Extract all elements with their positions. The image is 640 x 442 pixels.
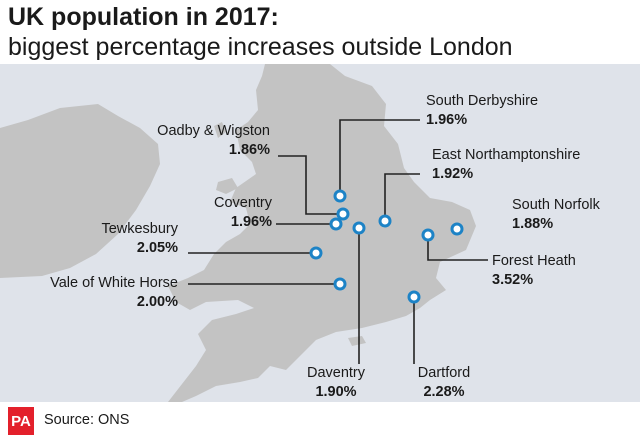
place-value: 3.52% xyxy=(492,272,534,288)
place-name: Oadby & Wigston xyxy=(157,123,270,139)
place-value: 1.86% xyxy=(228,142,270,158)
place-value: 1.90% xyxy=(315,384,357,400)
uk-map xyxy=(0,64,488,402)
source-note: Source: ONS xyxy=(44,412,130,428)
place-value: 2.05% xyxy=(136,240,178,256)
title-block: UK population in 2017: biggest percentag… xyxy=(8,2,513,62)
label-coventry: Coventry 1.96% xyxy=(214,194,272,232)
footer: PA Source: ONS xyxy=(0,402,640,442)
place-value: 1.96% xyxy=(426,112,468,128)
great-britain-land xyxy=(168,64,476,402)
place-name: South Derbyshire xyxy=(426,93,539,109)
label-vale-white-horse: Vale of White Horse 2.00% xyxy=(50,274,178,312)
marker-south-norfolk xyxy=(450,222,464,236)
markers xyxy=(309,189,464,304)
place-name: Tewkesbury xyxy=(101,221,178,237)
leader-oadby-wigston xyxy=(278,155,343,215)
place-value: 1.96% xyxy=(230,214,272,230)
marker-tewkesbury xyxy=(309,246,323,260)
leader-lines xyxy=(188,119,488,364)
place-name: Forest Heath xyxy=(492,253,576,269)
map-title: UK population in 2017: xyxy=(8,3,279,31)
isle-of-man-land xyxy=(214,122,226,138)
place-value: 1.88% xyxy=(512,216,554,232)
marker-dartford xyxy=(407,290,421,304)
label-south-norfolk: South Norfolk 1.88% xyxy=(512,196,600,234)
marker-daventry xyxy=(352,221,366,235)
leader-east-northamptonshire xyxy=(384,173,420,221)
ireland-land xyxy=(0,104,160,278)
place-name: South Norfolk xyxy=(512,197,600,213)
label-tewkesbury: Tewkesbury 2.05% xyxy=(101,220,178,258)
place-name: Daventry xyxy=(306,365,366,381)
place-name: East Northamptonshire xyxy=(432,147,581,163)
leader-south-derbyshire xyxy=(339,119,420,196)
label-dartford: Dartford 2.28% xyxy=(404,364,484,402)
marker-coventry xyxy=(329,217,343,231)
isle-of-wight-land xyxy=(348,336,366,346)
label-east-northamptonshire: East Northamptonshire 1.92% xyxy=(432,146,580,184)
label-oadby-wigston: Oadby & Wigston 1.86% xyxy=(157,122,270,160)
map-subtitle: biggest percentage increases outside Lon… xyxy=(8,33,513,61)
place-value: 2.28% xyxy=(423,384,465,400)
label-daventry: Daventry 1.90% xyxy=(296,364,376,402)
marker-south-derbyshire xyxy=(333,189,347,203)
marker-east-northamptonshire xyxy=(378,214,392,228)
marker-vale-white-horse xyxy=(333,277,347,291)
label-forest-heath: Forest Heath 3.52% xyxy=(492,252,576,290)
pa-logo: PA xyxy=(8,407,34,435)
marker-oadby-wigston xyxy=(336,207,350,221)
place-value: 1.92% xyxy=(432,166,474,182)
place-name: Vale of White Horse xyxy=(50,275,178,291)
marker-forest-heath xyxy=(421,228,435,242)
anglesey-land xyxy=(216,178,238,194)
label-south-derbyshire: South Derbyshire 1.96% xyxy=(426,92,538,130)
leader-forest-heath xyxy=(427,235,488,261)
place-value: 2.00% xyxy=(136,294,178,310)
place-name: Coventry xyxy=(213,195,272,211)
place-name: Dartford xyxy=(417,365,471,381)
map-panel: South Derbyshire 1.96% Oadby & Wigston 1… xyxy=(0,64,640,402)
